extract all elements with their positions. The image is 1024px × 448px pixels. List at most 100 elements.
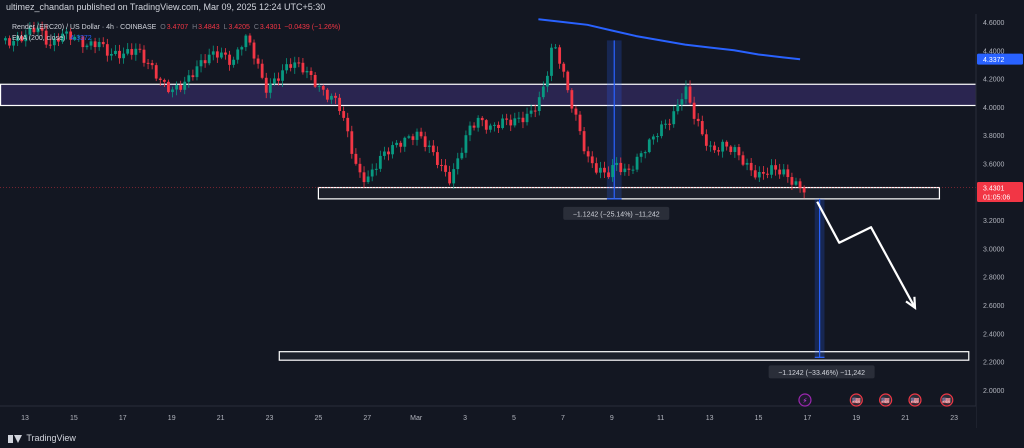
candle-body (419, 131, 423, 137)
candle-body (101, 41, 105, 45)
y-tick-label: 2.4000 (983, 331, 1005, 338)
candle-body (660, 124, 663, 137)
x-tick-label: 7 (561, 415, 565, 422)
candle-body (61, 33, 64, 42)
price-axis-background (976, 14, 1024, 428)
candle-body (44, 30, 48, 45)
candle-body (12, 41, 15, 46)
candle-body (191, 75, 195, 78)
candle-body (643, 152, 647, 154)
candle-body (427, 145, 431, 147)
candle-body (175, 85, 178, 90)
candle-body (395, 142, 399, 146)
measurements-layer: −1.1242 (−25.14%) −11,242 −1.1242 (−33.46… (563, 40, 875, 379)
economic-event-3-glyph: 🇺🇸 (911, 397, 920, 405)
candle-body (244, 35, 248, 48)
tradingview-logo-icon (8, 434, 22, 443)
candle-body (122, 53, 126, 59)
candle-body (619, 162, 623, 173)
candle-body (656, 136, 659, 138)
candle-body (639, 153, 643, 157)
candle-body (236, 49, 240, 60)
candle-body (126, 49, 130, 54)
y-tick-label: 2.8000 (983, 275, 1005, 282)
candle-body (366, 176, 370, 183)
candle-body (142, 49, 146, 63)
candle-body (594, 163, 598, 173)
x-tick-label: 23 (950, 415, 958, 422)
economic-event-1-glyph: 🇺🇸 (852, 397, 861, 405)
price-chart[interactable]: −1.1242 (−25.14%) −11,242 −1.1242 (−33.46… (0, 14, 1024, 428)
last-price-label-countdown: 01:05:06 (983, 195, 1010, 202)
candle-body (790, 177, 794, 185)
candle-body (493, 124, 496, 126)
y-tick-label: 2.0000 (983, 388, 1005, 395)
candle-body (631, 169, 635, 171)
candle-body (158, 78, 162, 80)
candle-body (521, 117, 525, 123)
candle-body (8, 38, 11, 46)
candle-body (721, 141, 725, 152)
candle-body (651, 136, 655, 140)
candle-body (338, 97, 341, 112)
candle-body (358, 163, 362, 173)
y-tick-label: 3.6000 (983, 162, 1005, 169)
y-tick-label: 2.2000 (983, 360, 1005, 367)
candle-body (700, 121, 704, 135)
candle-body (48, 44, 52, 46)
y-tick-label: 4.2000 (983, 77, 1005, 84)
candle-body (615, 162, 619, 166)
ema-price-label: 4.3372 (983, 57, 1005, 64)
x-tick-label: 15 (755, 415, 763, 422)
candle-body (240, 47, 244, 50)
candle-body (733, 147, 737, 153)
candle-body (285, 64, 289, 71)
x-tick-label: 19 (168, 415, 176, 422)
last-price-label: 3.4301 (983, 186, 1005, 193)
candle-body (688, 86, 692, 103)
candle-body (717, 150, 720, 152)
projection-arrowhead (905, 296, 917, 311)
x-tick-label: 3 (463, 415, 467, 422)
symbol-title[interactable]: Render (ERC20) / US Dollar · 4h · COINBA… (12, 24, 157, 31)
x-tick-label: 17 (804, 415, 812, 422)
candle-body (313, 74, 317, 87)
candle-body (476, 117, 480, 128)
candle-body (162, 79, 166, 82)
candle-body (293, 62, 297, 68)
candle-body (272, 78, 276, 84)
candle-body (297, 62, 301, 64)
candle-body (52, 38, 56, 46)
candle-body (468, 125, 472, 136)
dividend-event-icon (798, 393, 812, 407)
candle-body (171, 89, 174, 93)
low-value: 3.4205 (228, 24, 250, 31)
candle-body (374, 168, 378, 170)
ema-price-label-box (977, 53, 1023, 65)
x-tick-label: 5 (512, 415, 516, 422)
candle-body (378, 155, 382, 169)
y-tick-label: 2.6000 (983, 303, 1005, 310)
chart-legend: Render (ERC20) / US Dollar · 4h · COINBA… (12, 22, 340, 44)
candle-body (676, 104, 680, 112)
ema-legend-row[interactable]: EMA (200, close) 4.3372 (12, 33, 340, 44)
economic-event-3 (908, 393, 922, 407)
candle-body (415, 131, 419, 140)
last-price-label-box (977, 182, 1023, 203)
candle-body (598, 167, 602, 173)
candle-body (187, 75, 191, 82)
candle-body (354, 153, 358, 164)
publish-header: ultimez_chandan published on TradingView… (0, 0, 1024, 14)
candle-body (505, 118, 509, 120)
candle-body (460, 152, 464, 159)
economic-event-4-glyph: 🇺🇸 (942, 397, 951, 405)
y-tick-label: 4.0000 (983, 105, 1005, 112)
candle-body (105, 44, 109, 56)
x-tick-label: 19 (852, 415, 860, 422)
candle-body (623, 168, 627, 173)
x-tick-label: 13 (706, 415, 714, 422)
candle-body (472, 125, 476, 128)
candle-body (713, 145, 716, 151)
candle-body (570, 90, 574, 109)
candle-body (220, 52, 223, 58)
